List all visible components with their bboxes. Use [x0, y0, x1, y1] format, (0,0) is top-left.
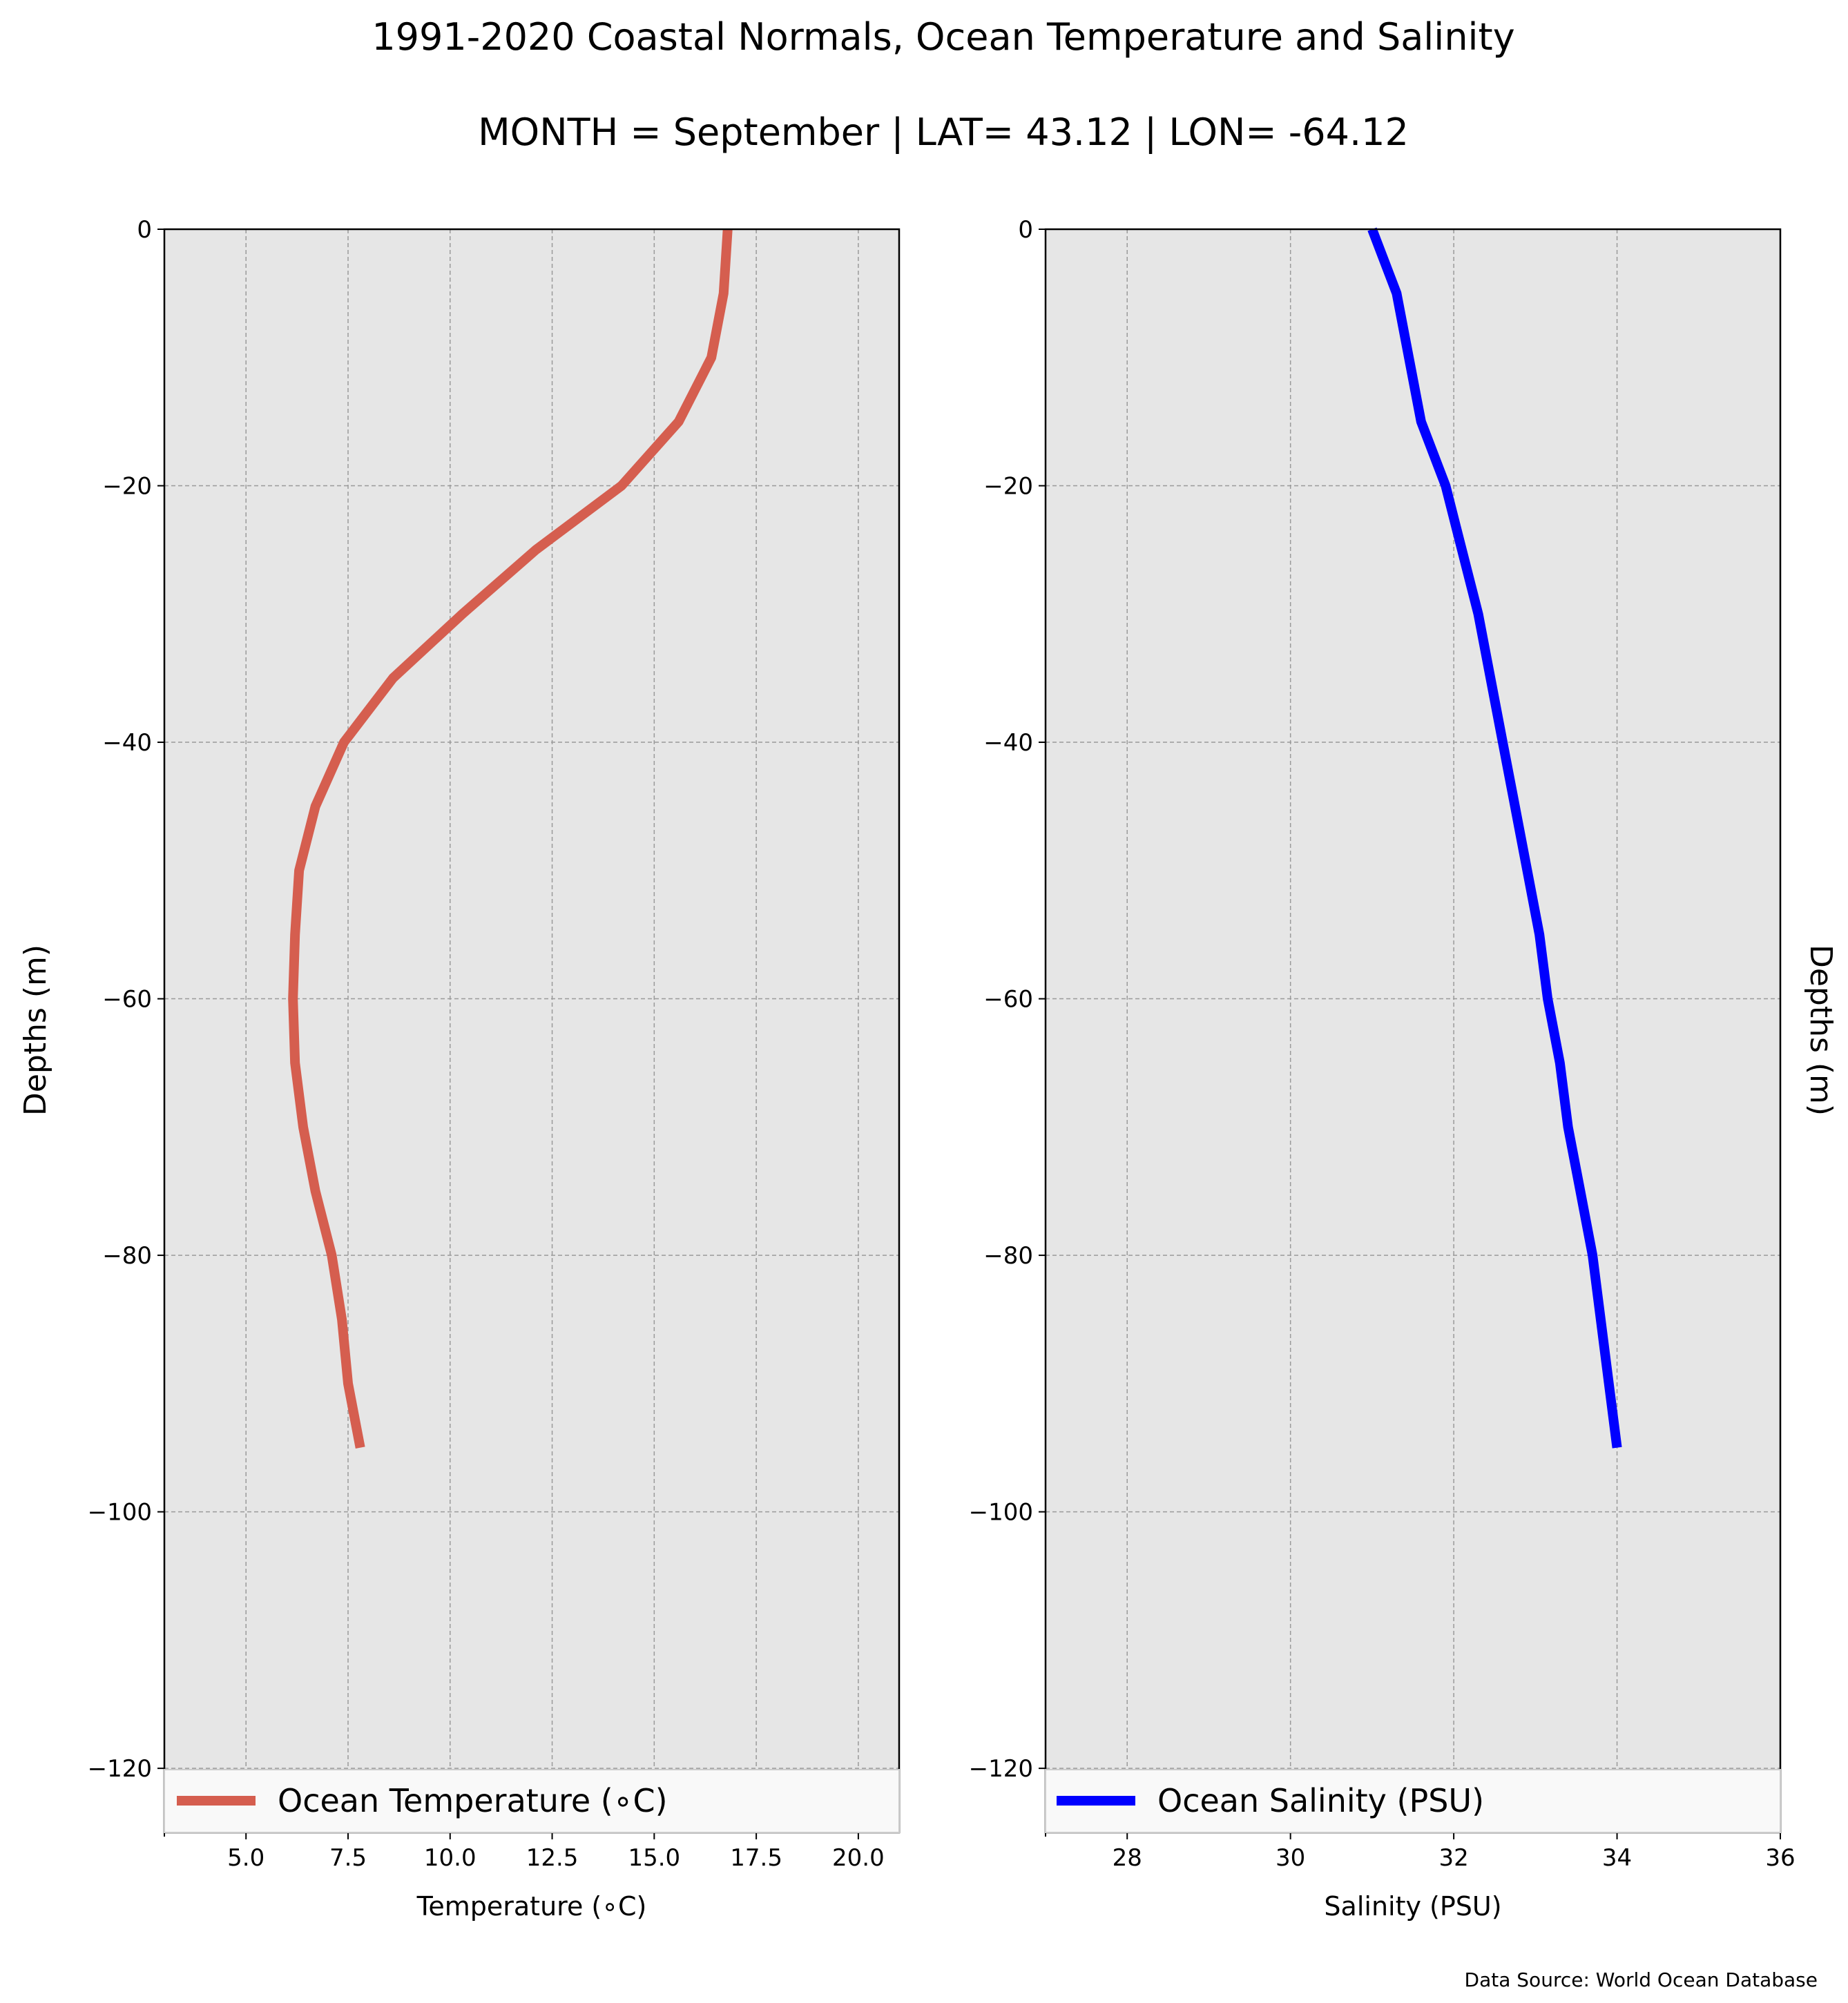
salinity-series: [1367, 227, 1622, 1449]
salinity-x-tick-label: 32: [1438, 1844, 1468, 1872]
salinity-y-tick-label: −120: [969, 1755, 1033, 1783]
salinity-legend: Ocean Salinity (PSU): [1045, 1769, 1781, 1833]
data-source-note: Data Source: World Ocean Database: [1465, 1968, 1818, 1991]
salinity-x-tick-label: 30: [1276, 1844, 1305, 1872]
temperature-plot-area: [164, 229, 899, 1832]
salinity-grid: [1046, 229, 1780, 1832]
salinity-panel: 28 30 32 34 36 0 −20 −40 −60 −80 −100 −120 Ocean Sa…: [969, 216, 1838, 1922]
figure-subtitle: MONTH = September | LAT= 43.12 | LON= -6…: [478, 110, 1409, 154]
salinity-y-axis-label: Depths (m): [1803, 945, 1838, 1116]
temperature-series-line: [288, 229, 733, 1449]
salinity-axis-ticks: 28 30 32 34 36 0 −20 −40 −60 −80 −100 −120: [969, 216, 1796, 1872]
temperature-y-tick-label: −40: [102, 729, 152, 757]
salinity-x-axis-label: Salinity (PSU): [1324, 1891, 1501, 1922]
temperature-y-tick-label: −80: [102, 1242, 152, 1270]
temperature-panel: 5.0 7.5 10.0 12.5 15.0 17.5 20.0 0 −20 −40 −60 −80 −…: [18, 216, 901, 1922]
salinity-legend-box: [1045, 1769, 1781, 1833]
temperature-legend-box: [164, 1769, 900, 1833]
temperature-x-tick-label: 17.5: [730, 1844, 782, 1872]
temperature-y-tick-label: −60: [102, 986, 152, 1014]
temperature-x-tick-label: 20.0: [832, 1844, 885, 1872]
temperature-x-tick-label: 12.5: [526, 1844, 579, 1872]
temperature-y-axis-label: Depths (m): [18, 945, 53, 1116]
temperature-y-tick-label: 0: [137, 216, 152, 244]
temperature-x-axis-label: Temperature (∘C): [416, 1891, 647, 1922]
salinity-x-tick-label: 34: [1602, 1844, 1632, 1872]
figure-title: 1991-2020 Coastal Normals, Ocean Tempera…: [372, 15, 1514, 59]
temperature-x-tick-label: 15.0: [628, 1844, 680, 1872]
temperature-legend-label: Ocean Temperature (∘C): [278, 1782, 668, 1819]
salinity-y-tick-label: −100: [969, 1499, 1033, 1527]
temperature-y-tick-label: −120: [88, 1755, 152, 1783]
salinity-legend-label: Ocean Salinity (PSU): [1157, 1782, 1484, 1819]
salinity-x-tick-label: 28: [1113, 1844, 1142, 1872]
salinity-y-tick-label: −60: [983, 986, 1033, 1014]
salinity-x-tick-label: 36: [1765, 1844, 1795, 1872]
salinity-y-tick-label: −80: [983, 1242, 1033, 1270]
salinity-plot-area: [1046, 229, 1780, 1832]
temperature-x-tick-label: 5.0: [227, 1844, 264, 1872]
salinity-y-tick-label: −20: [983, 473, 1033, 501]
salinity-y-tick-label: 0: [1018, 216, 1033, 244]
temperature-y-tick-label: −20: [102, 473, 152, 501]
salinity-y-tick-label: −40: [983, 729, 1033, 757]
temperature-axis-ticks: 5.0 7.5 10.0 12.5 15.0 17.5 20.0 0 −20 −40 −60 −80 −…: [88, 216, 885, 1872]
temperature-x-tick-label: 7.5: [329, 1844, 367, 1872]
temperature-grid: [164, 229, 899, 1832]
temperature-y-tick-label: −100: [88, 1499, 152, 1527]
salinity-series-line: [1367, 227, 1622, 1449]
temperature-x-tick-label: 10.0: [424, 1844, 477, 1872]
temperature-series: [288, 229, 733, 1449]
temperature-legend: Ocean Temperature (∘C): [164, 1769, 900, 1833]
